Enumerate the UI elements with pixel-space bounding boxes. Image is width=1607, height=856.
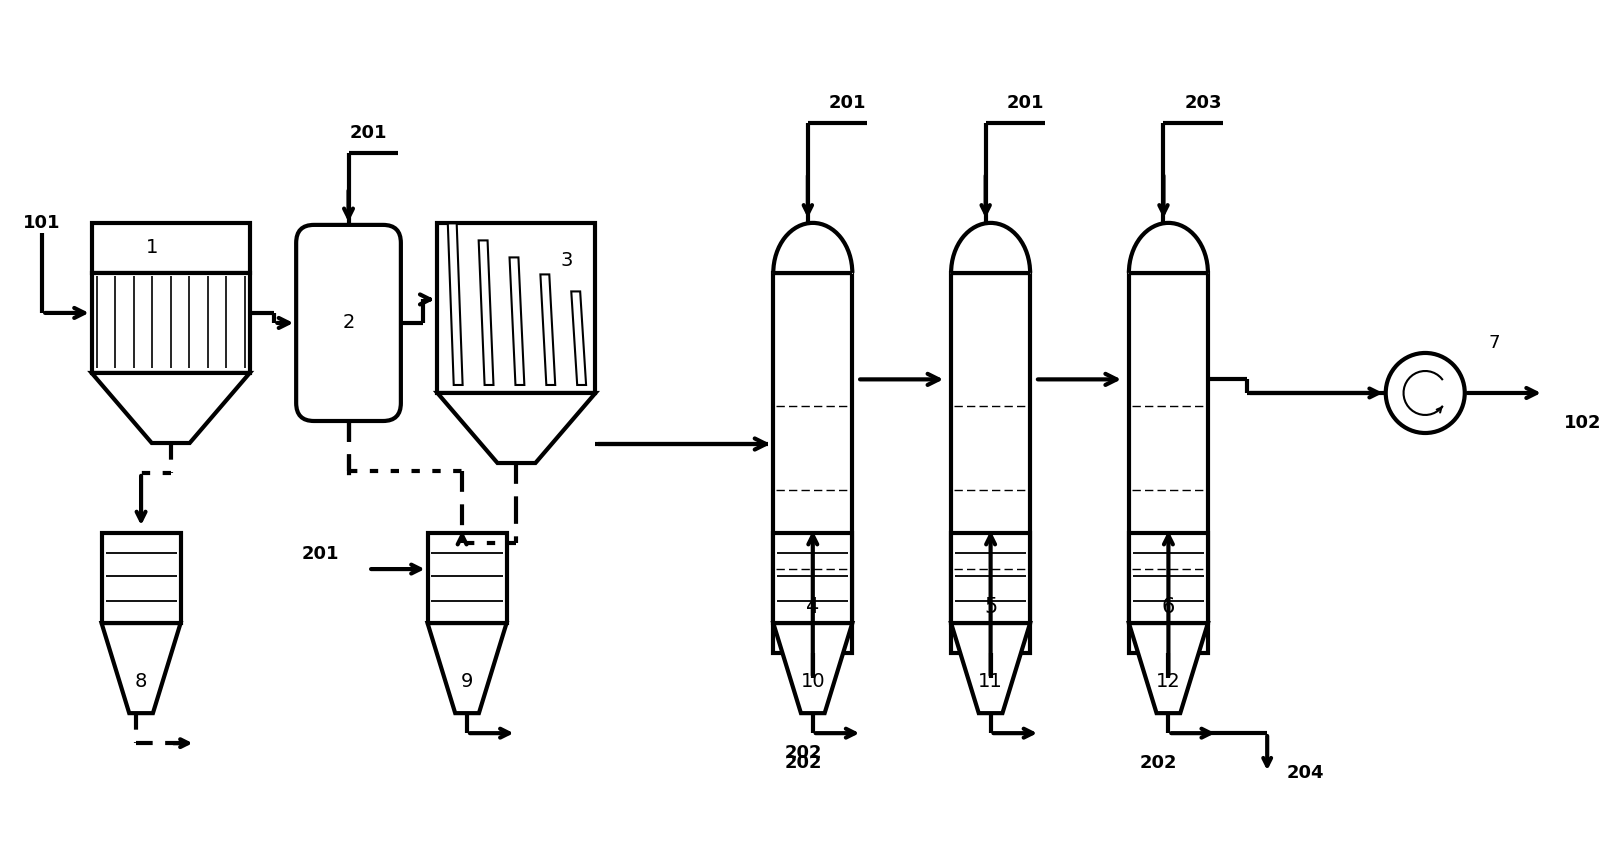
Text: 201: 201 <box>828 94 866 112</box>
Bar <box>92 223 249 273</box>
Text: 4: 4 <box>805 597 820 617</box>
Polygon shape <box>570 291 585 385</box>
Text: 102: 102 <box>1562 414 1601 432</box>
Polygon shape <box>773 223 852 273</box>
Bar <box>437 223 595 393</box>
Bar <box>1128 533 1207 623</box>
Bar <box>950 273 1030 653</box>
Text: 202: 202 <box>1139 754 1176 772</box>
Text: 204: 204 <box>1286 764 1324 782</box>
Text: 101: 101 <box>22 214 59 232</box>
Text: 201: 201 <box>349 124 387 142</box>
Bar <box>773 533 852 623</box>
Bar <box>773 273 852 653</box>
Polygon shape <box>950 223 1030 273</box>
Text: 12: 12 <box>1155 672 1180 691</box>
FancyBboxPatch shape <box>296 225 400 421</box>
Polygon shape <box>427 623 506 713</box>
Text: 7: 7 <box>1488 334 1499 352</box>
Polygon shape <box>479 241 493 385</box>
Text: 201: 201 <box>301 545 339 563</box>
Text: 3: 3 <box>561 251 572 270</box>
Polygon shape <box>950 623 1030 713</box>
Polygon shape <box>101 623 180 713</box>
Text: 10: 10 <box>800 672 824 691</box>
Text: 5: 5 <box>983 597 996 617</box>
Polygon shape <box>1128 623 1207 713</box>
Text: 203: 203 <box>1183 94 1221 112</box>
Text: 201: 201 <box>1006 94 1043 112</box>
Text: 6: 6 <box>1160 597 1175 617</box>
Text: 9: 9 <box>461 672 472 691</box>
Text: 202: 202 <box>784 754 821 772</box>
Bar <box>950 533 1030 623</box>
Polygon shape <box>437 393 595 463</box>
Text: 202: 202 <box>784 744 821 762</box>
Polygon shape <box>447 223 463 385</box>
Polygon shape <box>773 623 852 713</box>
Bar <box>92 273 249 373</box>
Polygon shape <box>540 275 554 385</box>
Text: 11: 11 <box>977 672 1003 691</box>
Bar <box>1128 273 1207 653</box>
Text: 8: 8 <box>135 672 148 691</box>
Circle shape <box>1385 353 1464 433</box>
Polygon shape <box>1128 223 1207 273</box>
Bar <box>101 533 180 623</box>
Text: 2: 2 <box>342 313 355 332</box>
Text: 1: 1 <box>146 239 157 258</box>
Polygon shape <box>509 258 524 385</box>
Polygon shape <box>92 373 249 443</box>
Bar <box>427 533 506 623</box>
